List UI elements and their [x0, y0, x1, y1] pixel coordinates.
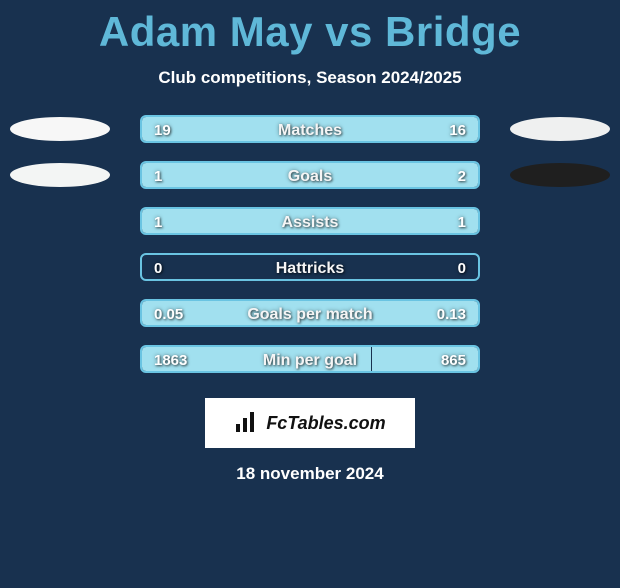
- stat-bar: 1863865Min per goal: [140, 345, 480, 373]
- stat-value-right: 865: [441, 347, 466, 373]
- stat-row: 1916Matches: [0, 106, 620, 152]
- stat-value-left: 0: [154, 255, 162, 281]
- stat-bar: 1916Matches: [140, 115, 480, 143]
- stat-value-left: 1: [154, 209, 162, 235]
- date-line: 18 november 2024: [0, 464, 620, 484]
- stat-row: 0.050.13Goals per match: [0, 290, 620, 336]
- stat-value-right: 0.13: [437, 301, 466, 327]
- stat-row: 1863865Min per goal: [0, 336, 620, 382]
- player-badge-right: [510, 163, 610, 187]
- stat-bar-right-fill: [310, 209, 478, 233]
- logo-text: FcTables.com: [266, 413, 385, 434]
- player-badge-left: [10, 163, 110, 187]
- stat-label: Hattricks: [142, 255, 478, 281]
- stat-bar: 0.050.13Goals per match: [140, 299, 480, 327]
- stat-row: 0 0Hattricks: [0, 244, 620, 290]
- player-badge-right: [510, 117, 610, 141]
- stat-bar: 12Goals: [140, 161, 480, 189]
- page-title: Adam May vs Bridge: [0, 8, 620, 56]
- stats-container: 1916Matches12Goals11Assists00Hattricks0.…: [0, 106, 620, 382]
- stat-row: 11Assists: [0, 198, 620, 244]
- stat-value-right: 1: [458, 209, 466, 235]
- stat-bar: 11Assists: [140, 207, 480, 235]
- page-subtitle: Club competitions, Season 2024/2025: [0, 68, 620, 88]
- stat-value-right: 2: [458, 163, 466, 189]
- stat-value-right: 16: [449, 117, 466, 143]
- stat-bar: 0 0Hattricks: [140, 253, 480, 281]
- stat-bar-right-fill: [254, 163, 478, 187]
- stat-value-left: 1: [154, 163, 162, 189]
- player-badge-left: [10, 117, 110, 141]
- bar-chart-icon: [234, 412, 260, 434]
- stat-value-left: 0.05: [154, 301, 183, 327]
- stat-bar-left-fill: [142, 209, 310, 233]
- stat-value-left: 19: [154, 117, 171, 143]
- logo-box: FcTables.com: [205, 398, 415, 448]
- stat-row: 12Goals: [0, 152, 620, 198]
- stat-value-left: 1863: [154, 347, 187, 373]
- stat-value-right: 0: [458, 255, 466, 281]
